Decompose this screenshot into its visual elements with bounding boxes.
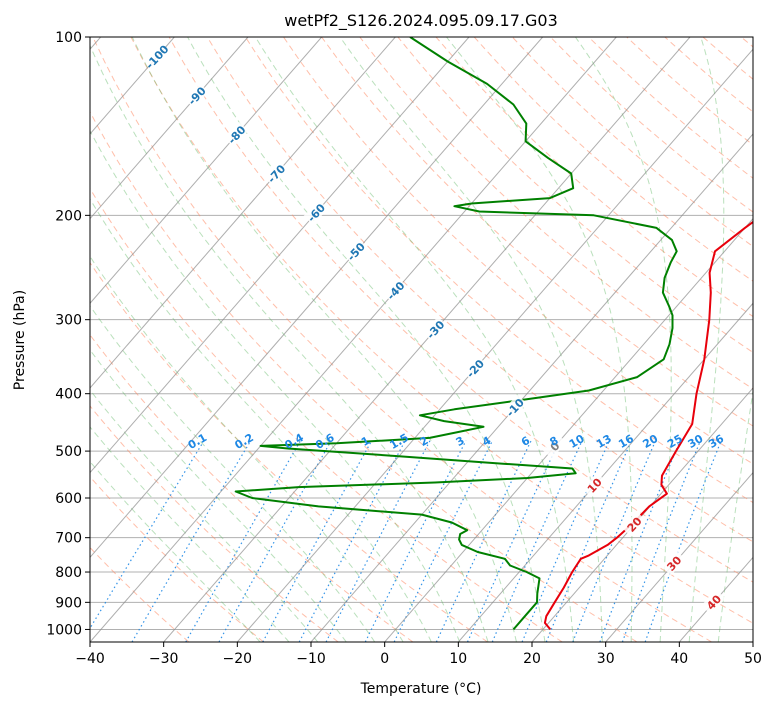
isotherm-line	[90, 37, 617, 642]
isotherm-label-bg	[144, 43, 169, 69]
y-tick-label: 1000	[46, 622, 82, 638]
y-tick-label: 700	[55, 531, 82, 547]
x-tick-label: −30	[149, 651, 179, 667]
plot-content: -100-90-80-70-60-50-40-30-20-10010203040…	[90, 37, 753, 642]
sounding-series	[234, 37, 753, 631]
x-tick-label: −40	[75, 651, 105, 667]
isotherm-line	[384, 217, 753, 642]
isotherm-line	[752, 641, 753, 642]
dry-adiabat	[90, 405, 339, 642]
x-axis: −40 −30 −20 −10 0 10 20 30 40 50	[75, 642, 762, 667]
mixing-ratio-line	[599, 440, 681, 642]
isotherm-label-bg	[621, 511, 647, 537]
y-tick-label: 900	[55, 595, 82, 611]
moist-adiabat	[446, 37, 633, 642]
mixing-ratio-line	[298, 440, 406, 642]
x-tick-label: 40	[670, 651, 688, 667]
mixing-ratio-line	[572, 440, 657, 642]
y-tick-label: 200	[55, 208, 82, 224]
isotherm-line	[163, 37, 691, 642]
y-tick-label: 300	[55, 313, 82, 329]
moist-adiabat	[131, 37, 517, 642]
moist-adiabat	[90, 305, 376, 642]
isotherm-label-bg	[343, 238, 368, 264]
y-tick-label: 800	[55, 565, 82, 581]
isotherm-label-bg	[383, 277, 408, 303]
mixing-ratio-line	[218, 440, 332, 642]
isotherm-line	[605, 471, 753, 642]
plot-area	[90, 37, 753, 642]
dry-adiabat	[90, 475, 264, 642]
dry-adiabat	[90, 546, 190, 642]
moist-adiabat	[90, 44, 489, 642]
dry-adiabat	[90, 187, 563, 642]
mixing-ratio-line	[545, 440, 632, 642]
isotherm-label-bg	[502, 394, 527, 420]
x-tick-label: 50	[744, 651, 762, 667]
isotherm-label-bg	[303, 199, 329, 225]
mixing-ratio-line	[364, 440, 467, 642]
x-axis-label: Temperature (°C)	[360, 681, 482, 697]
moist-adiabat	[90, 460, 261, 642]
isotherm-label-bg	[661, 550, 686, 576]
temperature-profile-line	[543, 220, 753, 631]
dry-adiabat	[244, 37, 753, 504]
moist-adiabat	[90, 129, 461, 642]
isotherm-label-bg	[581, 472, 607, 498]
x-tick-label: 20	[523, 651, 541, 667]
moist-adiabat	[90, 389, 319, 642]
moist-adiabat	[574, 37, 672, 642]
x-tick-label: 30	[597, 651, 615, 667]
moist-adiabat	[254, 37, 575, 642]
isotherm-label-bg	[462, 355, 488, 381]
dewpoint-profile-line	[234, 37, 678, 631]
mixing-ratio-line	[90, 440, 205, 630]
dry-adiabat	[435, 37, 753, 318]
dry-adiabat	[90, 110, 638, 642]
isotherm-line	[90, 37, 470, 474]
x-tick-label: 0	[380, 651, 389, 667]
x-tick-label: 10	[449, 651, 467, 667]
mixing-ratio-line	[262, 440, 373, 642]
isotherm-label-bg	[422, 316, 448, 342]
y-tick-label: 500	[55, 444, 82, 460]
isotherm-line	[310, 133, 753, 642]
chart-title: wetPf2_S126.2024.095.09.17.G03	[284, 11, 558, 31]
mixing-ratio-line	[131, 440, 252, 642]
dry-adiabat	[397, 37, 753, 354]
mixing-ratio-line	[185, 440, 302, 642]
isotherm-line	[90, 37, 544, 559]
dry-adiabat	[168, 37, 753, 583]
moist-adiabat	[90, 426, 290, 642]
pressure-gridlines	[90, 37, 753, 630]
moist-adiabat	[688, 37, 725, 642]
isotherm-label-bg	[701, 589, 726, 615]
y-tick-label: 400	[55, 387, 82, 403]
plot-frame	[89, 36, 754, 643]
isotherm-label-bg	[263, 160, 289, 186]
isotherm-line	[90, 37, 249, 220]
y-axis: 100 200 300 400 500 600 700 800 900 1000	[46, 30, 90, 638]
x-tick-label: −10	[296, 651, 326, 667]
isotherm-label-bg	[224, 121, 249, 147]
x-tick-label: −20	[223, 651, 253, 667]
isotherm-label-bg	[184, 82, 209, 108]
isotherm-line	[531, 387, 753, 642]
mixing-ratio-line	[325, 440, 431, 642]
y-axis-label: Pressure (hPa)	[12, 290, 28, 390]
isotherm-line	[457, 302, 753, 642]
mixing-ratio-line	[435, 440, 532, 642]
mixing-ratio-lines	[90, 440, 722, 642]
y-tick-label: 600	[55, 491, 82, 507]
isotherm-line	[90, 37, 396, 389]
y-tick-label: 100	[55, 30, 82, 46]
dry-adiabat	[92, 37, 712, 642]
isotherm-line	[236, 48, 753, 642]
isotherm-label-bg	[542, 433, 567, 459]
moist-adiabat	[90, 198, 432, 642]
dry-adiabat	[206, 37, 753, 543]
moist-adiabat	[90, 349, 347, 642]
